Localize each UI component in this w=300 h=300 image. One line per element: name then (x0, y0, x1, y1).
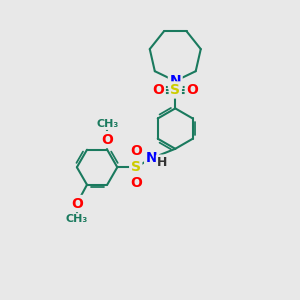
Text: S: S (131, 160, 141, 174)
Text: N: N (146, 151, 157, 165)
Text: O: O (71, 196, 83, 211)
Text: N: N (169, 74, 181, 88)
Text: S: S (170, 83, 180, 97)
Text: O: O (101, 133, 113, 147)
Text: CH₃: CH₃ (96, 119, 118, 129)
Text: H: H (157, 156, 168, 169)
Text: O: O (186, 83, 198, 97)
Text: O: O (152, 83, 164, 97)
Text: O: O (130, 176, 142, 190)
Text: CH₃: CH₃ (66, 214, 88, 224)
Text: O: O (130, 145, 142, 158)
